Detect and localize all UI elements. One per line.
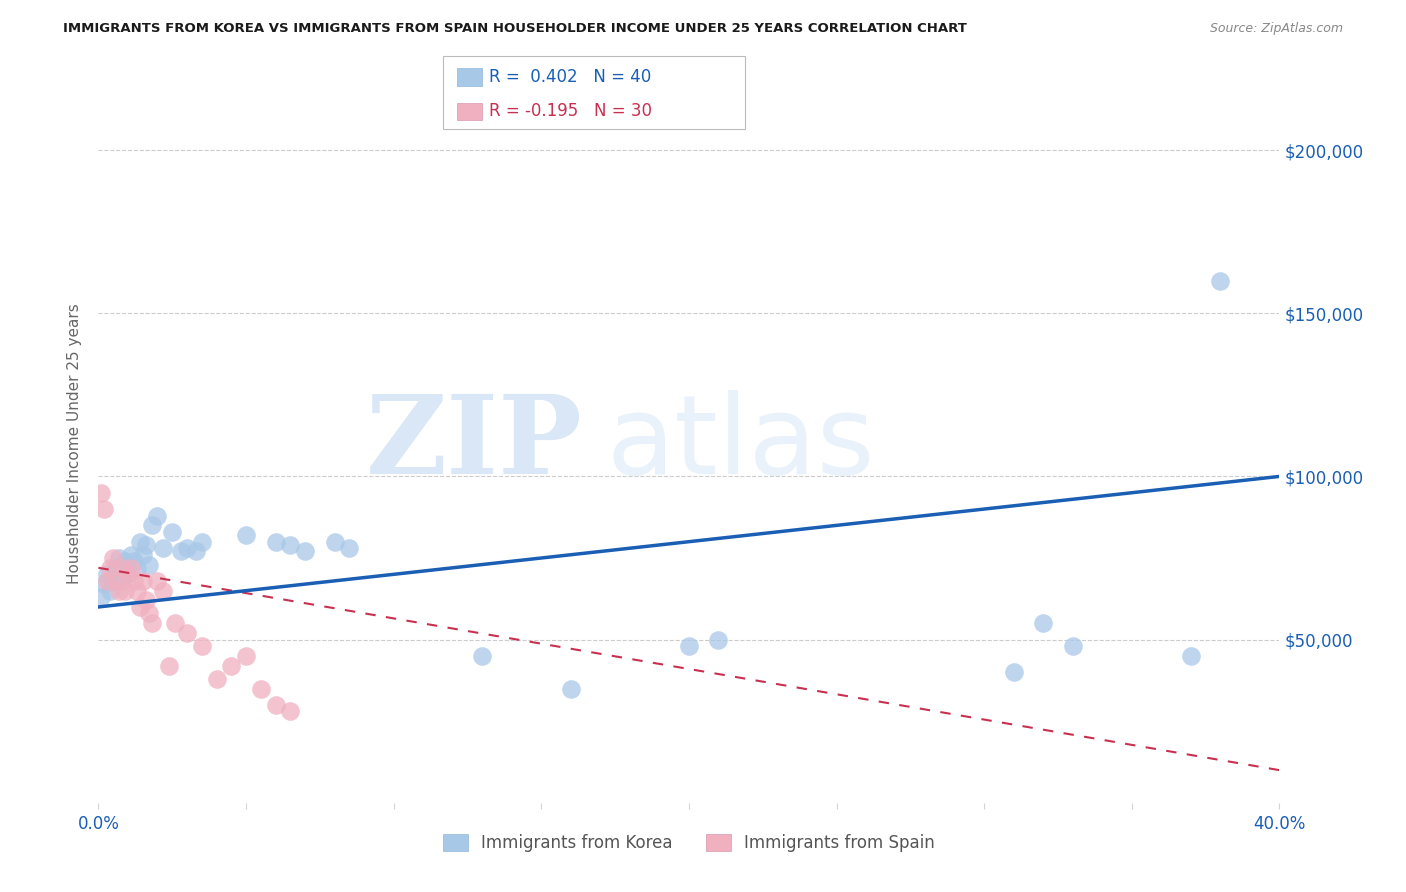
Point [141,616,163,631]
Point [138,558,160,572]
Point [250,681,273,696]
Point [280,705,302,719]
Point [294,544,316,558]
Point [108,583,131,598]
Point [184,544,207,558]
Point [138,607,160,621]
Point [707,632,730,647]
Y-axis label: Householder Income Under 25 years: Householder Income Under 25 years [67,303,83,584]
Text: Source: ZipAtlas.com: Source: ZipAtlas.com [1209,22,1343,36]
Point [162,524,183,539]
Point [96,567,118,582]
Point [114,554,136,568]
Point [191,534,214,549]
Point [1209,274,1232,288]
Point [108,551,131,566]
Point [128,599,150,614]
Point [125,561,148,575]
Point [339,541,361,556]
Point [90,485,112,500]
Point [146,574,169,588]
Point [90,590,112,604]
Point [128,534,150,549]
Point [264,534,287,549]
Point [560,681,582,696]
Point [205,672,228,686]
Point [146,508,169,523]
Legend: Immigrants from Korea, Immigrants from Spain: Immigrants from Korea, Immigrants from S… [436,828,942,859]
Point [235,648,257,663]
Point [105,574,128,588]
Point [191,639,214,653]
Text: R =  0.402   N = 40: R = 0.402 N = 40 [489,68,651,86]
Point [235,528,257,542]
Text: ZIP: ZIP [366,391,582,497]
Point [176,626,198,640]
Point [1062,639,1084,653]
Point [111,561,134,575]
Point [157,658,180,673]
Point [120,561,142,575]
Point [152,541,174,556]
Point [323,534,346,549]
Point [1002,665,1025,680]
Point [132,574,155,588]
Point [111,574,134,588]
Point [122,574,145,588]
Point [93,577,115,591]
Point [103,574,125,588]
Point [280,538,302,552]
Point [98,583,121,598]
Point [120,548,142,562]
Point [165,616,187,631]
Point [1180,648,1202,663]
Point [122,554,145,568]
Point [678,639,700,653]
Point [170,544,193,558]
Point [135,538,157,552]
Point [96,574,118,588]
Point [125,583,148,598]
Point [1032,616,1054,631]
Point [103,551,125,566]
Point [135,593,157,607]
Point [98,561,121,575]
Point [132,548,155,562]
Point [93,502,115,516]
Point [117,567,139,582]
Text: IMMIGRANTS FROM KOREA VS IMMIGRANTS FROM SPAIN HOUSEHOLDER INCOME UNDER 25 YEARS: IMMIGRANTS FROM KOREA VS IMMIGRANTS FROM… [63,22,967,36]
Point [221,658,243,673]
Point [141,518,163,533]
Point [114,583,136,598]
Point [471,648,494,663]
Text: R = -0.195   N = 30: R = -0.195 N = 30 [489,103,652,120]
Point [264,698,287,712]
Point [117,567,139,582]
Point [176,541,198,556]
Point [105,561,128,575]
Text: atlas: atlas [606,391,875,497]
Point [152,583,174,598]
